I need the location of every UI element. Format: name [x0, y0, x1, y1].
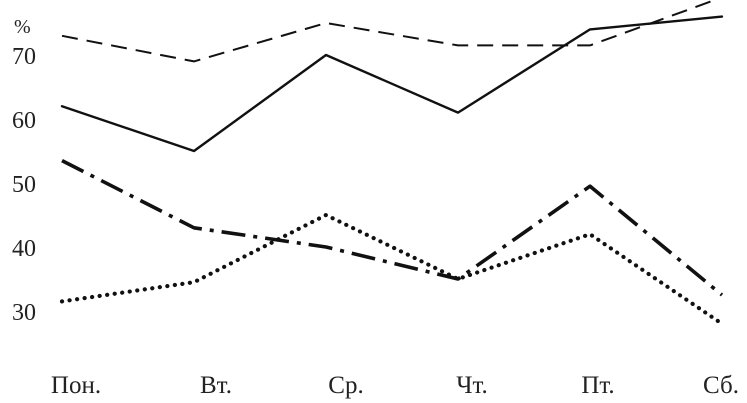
series-layer: [59, 0, 725, 326]
series-line-dotted: [59, 212, 725, 326]
y-tick-label: 50: [12, 172, 36, 198]
y-tick-label: 40: [12, 236, 36, 262]
series-line-dashed: [61, 0, 718, 63]
y-tick-label: 70: [12, 44, 36, 70]
x-tick-label: Вт.: [200, 372, 232, 399]
x-tick-label: Ср.: [328, 372, 363, 399]
x-tick-label: Пт.: [581, 372, 614, 399]
x-tick-label: Пон.: [51, 372, 101, 399]
x-tick-label: Сб.: [703, 372, 739, 399]
y-tick-label: 30: [12, 300, 36, 326]
series-line-solid: [60, 15, 724, 153]
y-axis-unit-label: %: [14, 16, 31, 38]
x-axis: Пон. Вт. Ср. Чт. Пт. Сб.: [51, 372, 739, 399]
x-tick-label: Чт.: [456, 372, 488, 399]
y-axis: % 30 40 50 60 70: [12, 16, 36, 326]
series-line-dash-dot: [61, 158, 724, 297]
y-tick-label: 60: [12, 108, 36, 134]
